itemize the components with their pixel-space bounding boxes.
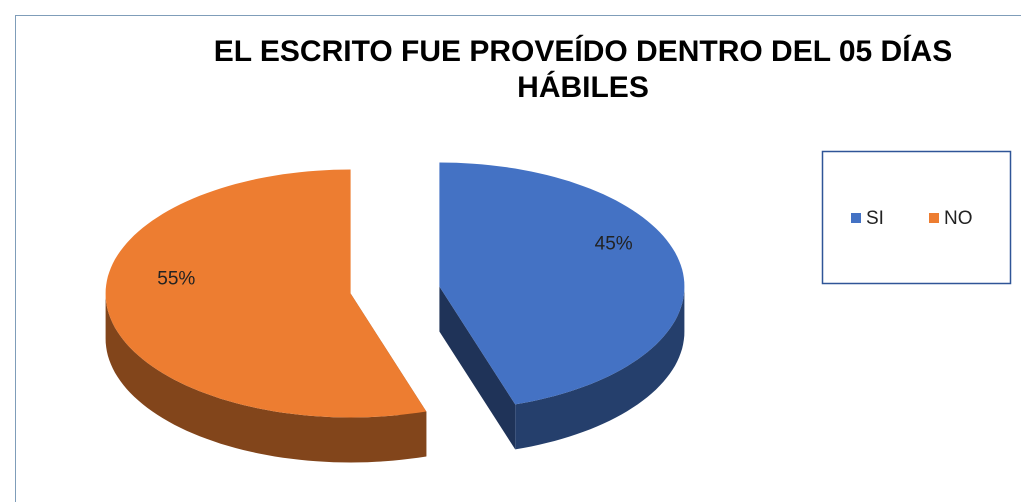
chart-title: EL ESCRITO FUE PROVEÍDO DENTRO DEL 05 DÍ… xyxy=(213,35,953,104)
data-label: 55% xyxy=(157,269,195,290)
slice-rim xyxy=(105,293,427,463)
data-label: 45% xyxy=(595,234,633,255)
pie-slice xyxy=(105,169,427,418)
slice-side xyxy=(439,286,516,450)
legend-label: SI xyxy=(866,208,884,229)
legend-swatch xyxy=(929,213,939,223)
slice-rim xyxy=(515,286,685,450)
legend-swatch xyxy=(851,213,861,223)
chart-border xyxy=(15,15,1021,502)
legend-box xyxy=(821,150,1012,285)
pie-slice xyxy=(439,162,685,405)
legend-label: NO xyxy=(944,208,973,229)
